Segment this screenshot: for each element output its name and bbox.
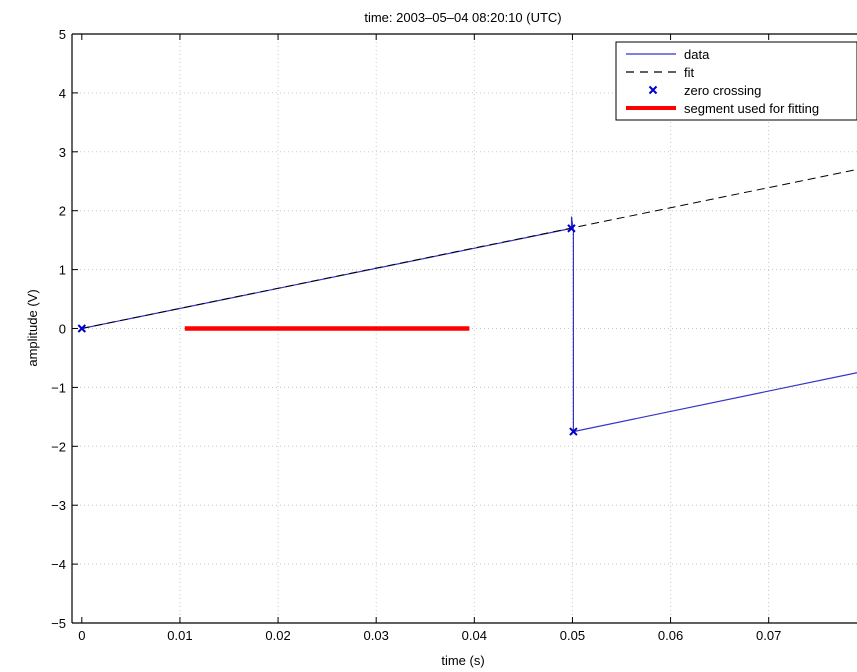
y-tick-label: −1 (51, 380, 66, 395)
y-tick-label: 4 (59, 86, 66, 101)
legend-label-fit: fit (684, 65, 695, 80)
x-tick-label: 0.01 (167, 628, 192, 643)
ticks: 0 0.01 0.02 0.03 0.04 0.05 0.06 0.07 5 4 3 2 1 0 −1 −2 −… (51, 27, 781, 643)
marker-stroke (567, 224, 576, 233)
x-tick-label: 0.05 (560, 628, 585, 643)
y-tick-label: −3 (51, 498, 66, 513)
zero-crossing-marker (569, 427, 578, 436)
legend-label-segment-used-for-fitting: segment used for fitting (684, 101, 819, 116)
series-fit-line (81, 169, 857, 329)
x-tick-label: 0.06 (658, 628, 683, 643)
legend-swatch-zero-crossing (648, 85, 658, 95)
x-tick-label: 0.02 (265, 628, 290, 643)
y-axis-label: amplitude (V) (25, 289, 40, 366)
zero-crossing-marker (567, 224, 576, 233)
x-axis-label: time (s) (441, 653, 484, 668)
chart-title: time: 2003–05–04 08:20:10 (UTC) (364, 10, 561, 25)
data-layer (77, 169, 857, 436)
y-tick-label: 0 (59, 322, 66, 337)
y-tick-label: −2 (51, 439, 66, 454)
marker-stroke (569, 427, 578, 436)
x-tick-label: 0.03 (364, 628, 389, 643)
x-tick-label: 0.04 (462, 628, 487, 643)
x-tick-label: 0 (78, 628, 85, 643)
legend: data fit zero crossing segment used for fit… (615, 41, 857, 121)
y-tick-label: 2 (59, 204, 66, 219)
y-tick-label: 3 (59, 145, 66, 160)
y-tick-label: −5 (51, 616, 66, 631)
legend-label-data: data (684, 47, 710, 62)
legend-label-zero-crossing: zero crossing (684, 83, 761, 98)
x-tick-label: 0.07 (756, 628, 781, 643)
zero-crossing-marker (77, 324, 87, 333)
y-tick-label: 5 (59, 27, 66, 42)
y-tick-label: 1 (59, 263, 66, 278)
y-tick-label: −4 (51, 557, 66, 572)
marker-stroke (77, 324, 87, 333)
